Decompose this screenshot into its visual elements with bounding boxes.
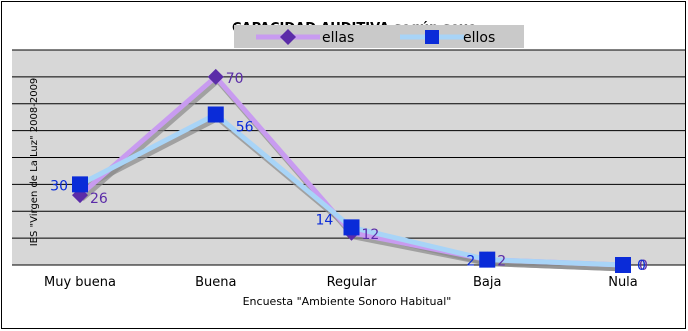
data-point-ellos (343, 219, 360, 236)
legend: ellas ellos (234, 25, 524, 48)
legend-marker-ellos (425, 30, 439, 44)
data-label-ellas: 70 (226, 71, 244, 87)
data-point-ellos (615, 257, 631, 273)
data-point-ellos (479, 251, 496, 268)
data-label-ellas: 12 (362, 227, 380, 243)
legend-marker-ellas (280, 29, 296, 45)
data-point-ellos (72, 176, 88, 193)
data-label-ellos: 2 (466, 254, 475, 270)
data-label-ellos: 14 (316, 212, 334, 228)
data-label-ellas: 0 (639, 258, 648, 274)
x-tick-label: Regular (327, 275, 378, 290)
data-point-ellos (207, 106, 224, 123)
x-tick-label: Nula (608, 275, 638, 290)
legend-box (234, 25, 524, 48)
legend-label-ellas: ellas (322, 30, 354, 46)
data-label-ellos: 30 (50, 178, 68, 194)
data-label-ellos: 0 (637, 258, 646, 274)
x-tick-label: Buena (195, 275, 236, 290)
x-tick-labels: Muy buena Buena Regular Baja Nula (44, 275, 638, 290)
data-label-ellos: 56 (236, 120, 254, 136)
x-tick-label: Baja (473, 275, 501, 290)
data-label-ellas: 2 (497, 254, 506, 270)
x-axis-title: Encuesta "Ambiente Sonoro Habitual" (243, 295, 452, 308)
data-point-ellas (207, 68, 224, 85)
data-label-ellas: 26 (90, 191, 108, 207)
legend-label-ellos: ellos (463, 30, 495, 46)
x-tick-label: Muy buena (44, 275, 116, 290)
y-axis-title: IES "Virgen de La Luz" 2008-2009 (29, 78, 40, 247)
